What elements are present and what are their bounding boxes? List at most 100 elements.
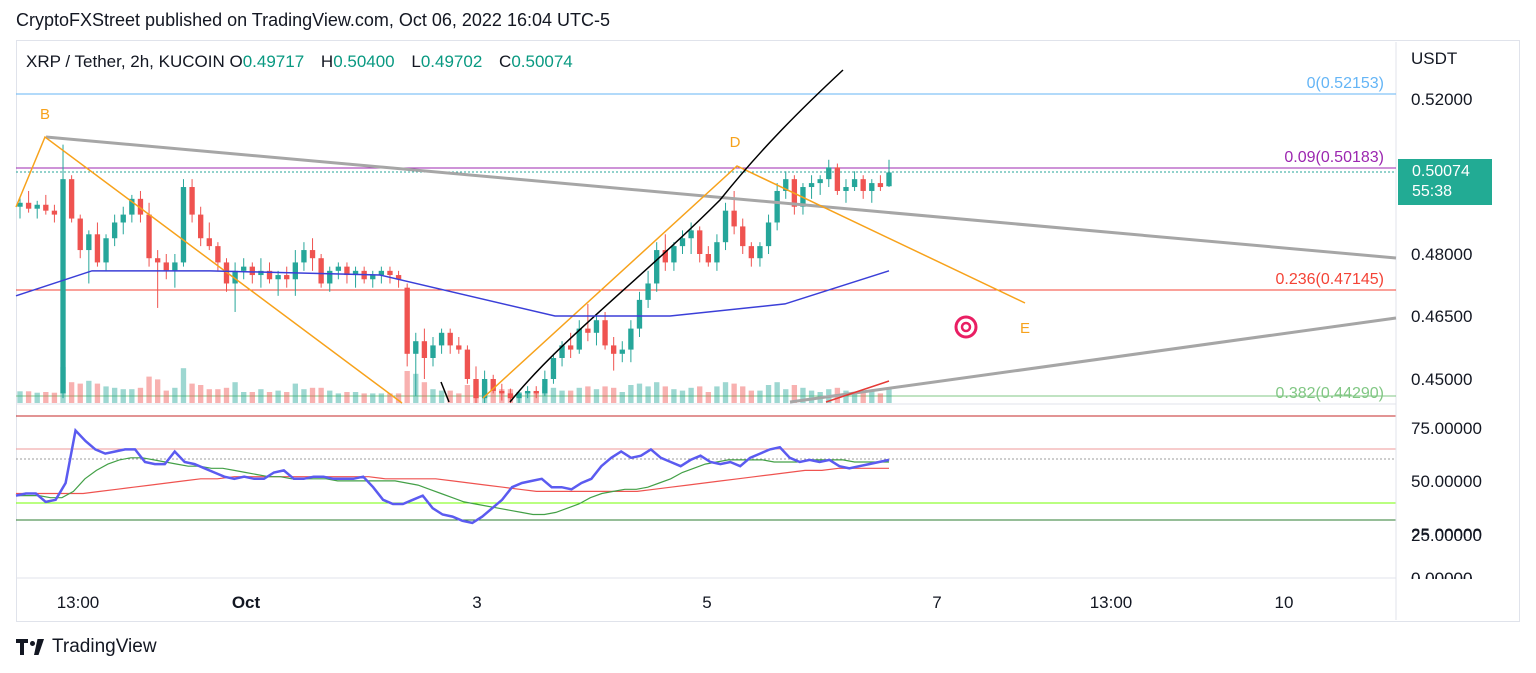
symbol-label[interactable]: XRP / Tether, 2h, KUCOIN xyxy=(26,52,225,71)
target-icon xyxy=(954,315,978,339)
volume-bar xyxy=(292,383,298,403)
volume-bars xyxy=(17,367,892,403)
rsi-tick: 25.00000 xyxy=(1411,526,1482,545)
candle-body xyxy=(628,328,634,350)
candle-body xyxy=(301,250,307,263)
candle-body xyxy=(593,320,600,333)
candle-body xyxy=(834,167,841,191)
rsi-ma-red xyxy=(16,467,889,495)
red-segment xyxy=(825,380,890,403)
volume-bar xyxy=(731,383,737,403)
candle-body xyxy=(585,328,591,333)
candle-body xyxy=(507,393,514,399)
candle-body xyxy=(258,270,264,276)
candle-body xyxy=(636,299,643,329)
volume-bar xyxy=(77,383,83,403)
volume-bar xyxy=(628,385,634,403)
candle-body xyxy=(705,254,711,263)
volume-bar xyxy=(430,389,436,403)
volume-bar xyxy=(645,386,651,403)
volume-bar xyxy=(327,390,333,403)
candle-body xyxy=(395,275,402,280)
volume-bar xyxy=(154,379,161,403)
candle-body xyxy=(34,204,40,209)
volume-bar xyxy=(395,393,402,403)
candle-body xyxy=(740,226,746,247)
volume-bar xyxy=(438,390,445,403)
candle-body xyxy=(249,266,255,276)
volume-bar xyxy=(886,389,892,403)
candle-body xyxy=(146,214,152,259)
price-tick: 0.45000 xyxy=(1411,370,1472,389)
candle-body xyxy=(172,262,178,271)
volume-bar xyxy=(697,386,703,403)
volume-bar xyxy=(206,389,212,403)
volume-bar xyxy=(421,382,428,403)
candle-body xyxy=(68,179,75,219)
candle-body xyxy=(25,202,32,209)
volume-bar xyxy=(180,368,187,403)
candle-body xyxy=(860,179,866,191)
candle-body xyxy=(163,262,169,271)
wave-label: D xyxy=(730,134,741,151)
candle-body xyxy=(77,218,83,251)
upper-triangle-line xyxy=(45,135,1397,260)
last-price-badge: 0.50074 55:38 xyxy=(1398,159,1492,205)
candle-body xyxy=(731,210,737,227)
volume-bar xyxy=(843,390,849,403)
volume-bar xyxy=(51,392,58,403)
volume-bar xyxy=(757,390,763,403)
volume-bar xyxy=(611,387,617,403)
open-key: O xyxy=(229,52,243,71)
volume-bar xyxy=(447,390,453,403)
trend-drawings xyxy=(15,69,1397,404)
candle-body xyxy=(654,250,660,284)
candle-body xyxy=(464,349,471,379)
volume-bar xyxy=(86,380,92,403)
rsi-tick: 75.00000 xyxy=(1411,419,1482,438)
candle-body xyxy=(783,179,789,191)
volume-bar xyxy=(120,389,126,403)
candle-body xyxy=(154,258,161,263)
volume-bar xyxy=(249,392,255,403)
wave-path-b xyxy=(15,135,403,404)
candle-body xyxy=(215,246,221,263)
wave-path-d xyxy=(482,165,1026,399)
candle-body xyxy=(843,187,849,191)
volume-bar xyxy=(602,386,608,403)
close-key: C xyxy=(499,52,512,71)
volume-bar xyxy=(17,391,23,403)
volume-bar xyxy=(576,387,582,403)
brand-name[interactable]: TradingView xyxy=(52,636,157,657)
candle-body xyxy=(266,270,273,280)
candle-body xyxy=(671,246,677,263)
candle-body xyxy=(611,345,617,354)
volume-bar xyxy=(223,387,230,403)
candle-body xyxy=(318,258,324,284)
volume-bar xyxy=(765,385,772,403)
candle-body xyxy=(447,332,453,346)
volume-bar xyxy=(301,389,307,403)
candle-body xyxy=(817,179,823,184)
time-tick: 13:00 xyxy=(1090,593,1133,612)
volume-bar xyxy=(378,393,385,403)
time-tick: Oct xyxy=(232,593,261,612)
volume-bar xyxy=(671,389,677,403)
volume-bar xyxy=(163,390,169,403)
candle-body xyxy=(60,179,66,394)
candle-body xyxy=(869,183,875,191)
curve-line xyxy=(509,69,844,403)
axis-unit-label: USDT xyxy=(1411,49,1458,68)
high-key: H xyxy=(320,52,334,71)
fib-level-label: 0.382(0.44290) xyxy=(1275,385,1384,402)
volume-bar xyxy=(860,390,866,403)
candle-body xyxy=(662,250,668,263)
volume-bar xyxy=(550,387,557,403)
candle-body xyxy=(765,222,772,247)
volume-bar xyxy=(800,387,806,403)
tradingview-logo-icon[interactable] xyxy=(16,637,44,657)
candle-body xyxy=(335,266,342,271)
candle-body xyxy=(774,190,780,223)
candle-body xyxy=(697,230,703,254)
